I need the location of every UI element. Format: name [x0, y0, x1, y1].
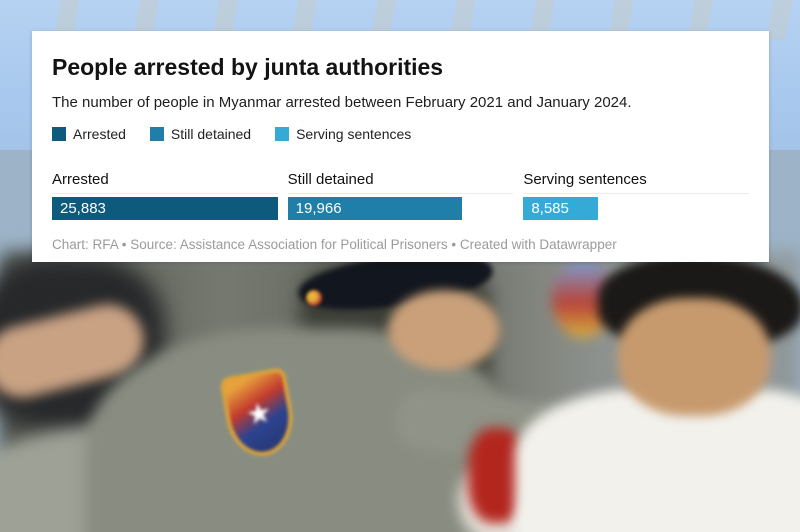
protester-white-shirt: [515, 388, 800, 532]
chart-title: People arrested by junta authorities: [52, 54, 444, 80]
category-label: Serving sentences: [523, 171, 749, 194]
chart-legend: Arrested Still detained Serving sentence…: [52, 126, 749, 142]
legend-label: Arrested: [73, 126, 126, 142]
category-label: Still detained: [287, 171, 514, 194]
chart-attribution: Chart: RFA • Source: Assistance Associat…: [52, 237, 617, 252]
legend-item-still-detained: Still detained: [149, 126, 252, 142]
category-label: Arrested: [52, 171, 278, 194]
legend-item-serving-sentences: Serving sentences: [275, 126, 411, 142]
bar-still-detained: 19,966: [287, 197, 462, 220]
legend-item-arrested: Arrested: [52, 126, 126, 142]
chart-card: People arrested by junta authorities The…: [32, 31, 769, 262]
bar-arrested: 25,883: [52, 197, 278, 220]
patch-star-icon: ★: [243, 396, 274, 431]
legend-label: Still detained: [170, 126, 252, 142]
legend-swatch-still-detained: [149, 127, 164, 141]
police-cap-badge: [306, 290, 322, 306]
legend-swatch-arrested: [52, 127, 66, 141]
protester-face: [618, 298, 770, 416]
chart-subtitle: The number of people in Myanmar arrested…: [52, 94, 632, 111]
column-arrested: Arrested 25,883: [52, 171, 278, 220]
legend-label: Serving sentences: [296, 126, 412, 142]
column-serving-sentences: Serving sentences 8,585: [523, 171, 749, 220]
bar-chart: Arrested 25,883 Still detained 19,966 Se…: [52, 171, 749, 220]
legend-swatch-serving-sentences: [275, 127, 290, 141]
column-still-detained: Still detained 19,966: [287, 171, 514, 220]
bar-serving-sentences: 8,585: [523, 197, 599, 220]
police-officer-face: [388, 290, 500, 370]
